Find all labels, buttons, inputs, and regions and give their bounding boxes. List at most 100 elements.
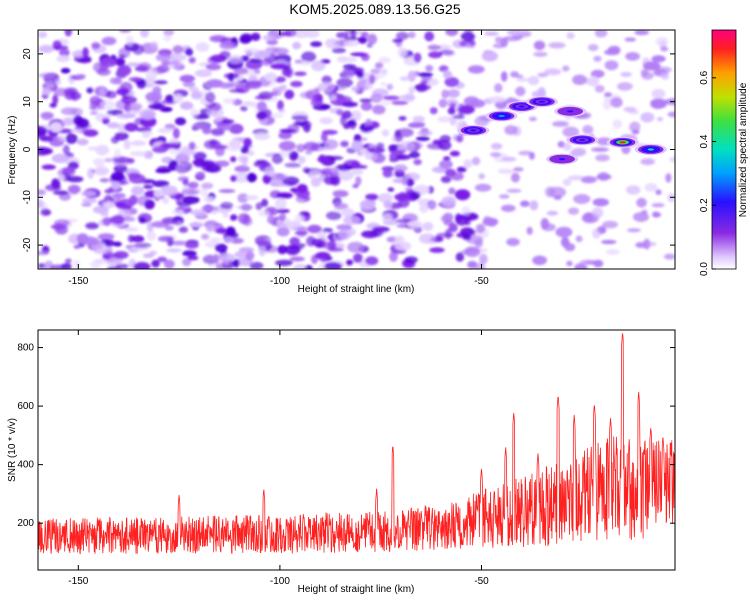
heatmap-cell: [317, 156, 332, 163]
heatmap-cell: [352, 183, 359, 189]
heatmap-cell: [188, 141, 196, 150]
heatmap-cell: [294, 230, 308, 236]
heatmap-cell: [164, 225, 174, 231]
heatmap-cell: [381, 129, 390, 137]
heatmap-cell: [456, 134, 464, 143]
heatmap-cell: [39, 136, 54, 142]
heatmap-feature: [538, 100, 546, 103]
heatmap-feature: [619, 141, 626, 144]
colorbar-tick-label: 0.6: [699, 70, 710, 84]
heatmap-cell: [275, 89, 282, 96]
heatmap-cell: [587, 44, 599, 52]
heatmap-cell: [175, 195, 182, 206]
heatmap-cell: [655, 189, 662, 195]
heatmap-cell: [290, 80, 303, 88]
heatmap-cell: [125, 227, 139, 232]
heatmap-cell: [626, 185, 641, 195]
heatmap-cell: [334, 202, 349, 210]
heatmap-cell: [520, 200, 530, 207]
heatmap-cell: [323, 141, 337, 151]
heatmap-cell: [249, 57, 263, 64]
heatmap-cell: [343, 40, 360, 47]
heatmap-cell: [467, 65, 485, 74]
heatmap-cell: [262, 35, 275, 41]
heatmap-cell: [443, 156, 451, 162]
heatmap-cell: [188, 57, 196, 64]
heatmap-cell: [118, 54, 126, 59]
heatmap-cell: [636, 197, 647, 208]
heatmap-cell: [255, 159, 268, 165]
heatmap-cell: [160, 99, 178, 105]
heatmap-cell: [219, 50, 231, 60]
heatmap-cell: [151, 221, 169, 228]
heatmap-cell: [99, 178, 110, 183]
heatmap-cell: [191, 123, 210, 129]
heatmap-cell: [130, 140, 146, 146]
heatmap-cell: [445, 30, 459, 37]
heatmap-cell: [365, 256, 379, 266]
heatmap-cell: [49, 122, 63, 133]
heatmap-cell: [137, 62, 152, 73]
heatmap-blobs: [38, 30, 675, 269]
heatmap-cell: [427, 44, 441, 51]
heatmap-cell: [129, 151, 148, 157]
heatmap-cell: [361, 230, 379, 239]
y-tick-label: 20: [22, 48, 33, 60]
heatmap-cell: [424, 31, 435, 42]
heatmap-cell: [92, 205, 109, 214]
heatmap-cell: [218, 189, 236, 193]
heatmap-cell: [375, 62, 384, 69]
heatmap-cell: [651, 203, 665, 208]
heatmap-cell: [429, 247, 445, 253]
x-tick-label: -150: [68, 576, 88, 587]
heatmap-cell: [240, 33, 253, 43]
heatmap-cell: [595, 154, 610, 162]
heatmap-cell: [341, 208, 355, 218]
heatmap-cell: [474, 262, 486, 269]
heatmap-cell: [393, 164, 408, 172]
heatmap-cell: [355, 176, 362, 186]
heatmap-cell: [279, 128, 297, 133]
heatmap-cell: [397, 47, 408, 58]
heatmap-cell: [289, 256, 305, 262]
heatmap-cell: [80, 190, 97, 197]
heatmap-cell: [380, 100, 392, 106]
heatmap-cell: [531, 90, 547, 99]
heatmap-cell: [238, 213, 250, 224]
heatmap-cell: [305, 150, 313, 155]
heatmap-cell: [162, 142, 180, 149]
heatmap-cell: [394, 134, 404, 143]
heatmap-cell: [52, 94, 59, 105]
heatmap-cell: [253, 69, 261, 74]
heatmap-cell: [291, 115, 309, 121]
heatmap-cell: [383, 200, 393, 209]
heatmap-cell: [225, 226, 236, 237]
heatmap-cell: [327, 247, 344, 252]
heatmap-cell: [58, 134, 68, 142]
heatmap-cell: [488, 218, 497, 227]
heatmap-cell: [146, 231, 157, 241]
heatmap-cell: [116, 87, 130, 96]
heatmap-cell: [38, 72, 55, 79]
heatmap-cell: [196, 171, 206, 177]
heatmap-cell: [136, 127, 152, 133]
heatmap-cell: [332, 190, 349, 198]
heatmap-cell: [651, 55, 666, 63]
heatmap-cell: [256, 110, 268, 120]
heatmap-cell: [567, 207, 580, 215]
heatmap-cell: [201, 205, 218, 212]
heatmap-cell: [245, 251, 255, 261]
heatmap-cell: [232, 258, 240, 268]
heatmap-cell: [591, 147, 609, 153]
heatmap-cell: [155, 168, 172, 174]
heatmap-cell: [504, 125, 518, 136]
colorbar-tick-label: 0.2: [699, 198, 710, 212]
heatmap-cell: [357, 36, 368, 44]
heatmap-cell: [222, 97, 236, 104]
heatmap-cell: [285, 66, 294, 78]
heatmap-cell: [309, 169, 322, 177]
snr-y-ticks: 200 400 600 800: [17, 343, 675, 529]
heatmap-cell: [113, 164, 128, 174]
heatmap-cell: [230, 175, 237, 182]
heatmap-cell: [336, 109, 343, 116]
